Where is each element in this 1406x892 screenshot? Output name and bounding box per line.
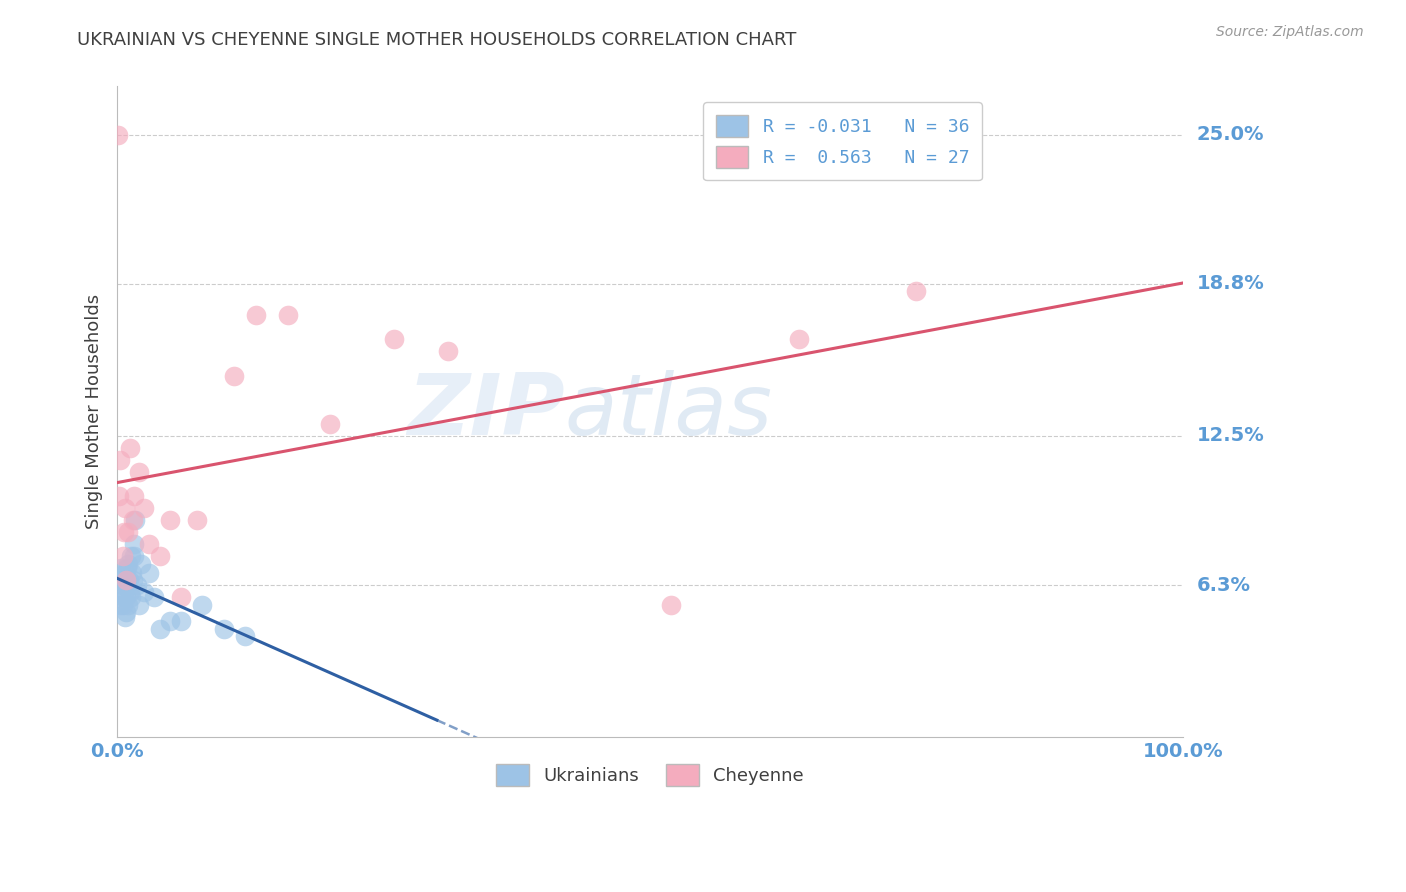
Point: [112, 591, 135, 605]
Point: [170, 591, 193, 605]
Point: [143, 591, 166, 605]
Point: [245, 308, 267, 322]
Point: [111, 598, 134, 612]
Point: [122, 537, 145, 551]
Text: atlas: atlas: [565, 370, 773, 453]
Point: [129, 557, 152, 571]
Point: [436, 344, 458, 359]
Point: [122, 489, 145, 503]
Point: [111, 549, 134, 564]
Point: [110, 453, 132, 467]
Point: [132, 585, 155, 599]
Legend: Ukrainians, Cheyenne: Ukrainians, Cheyenne: [489, 756, 811, 793]
Y-axis label: Single Mother Households: Single Mother Households: [86, 294, 103, 529]
Point: [159, 615, 181, 629]
Point: [114, 605, 136, 619]
Point: [117, 598, 139, 612]
Point: [118, 574, 141, 588]
Point: [120, 549, 142, 564]
Point: [128, 598, 150, 612]
Point: [277, 308, 299, 322]
Text: 25.0%: 25.0%: [1197, 125, 1264, 145]
Point: [110, 585, 132, 599]
Point: [170, 615, 193, 629]
Text: 6.3%: 6.3%: [1197, 575, 1251, 595]
Point: [138, 537, 160, 551]
Point: [128, 465, 150, 479]
Point: [114, 574, 136, 588]
Point: [124, 513, 146, 527]
Text: ZIP: ZIP: [408, 370, 565, 453]
Point: [121, 566, 143, 581]
Point: [138, 566, 160, 581]
Point: [191, 598, 214, 612]
Point: [117, 557, 139, 571]
Point: [127, 578, 149, 592]
Point: [212, 622, 235, 636]
Point: [319, 417, 342, 431]
Text: Source: ZipAtlas.com: Source: ZipAtlas.com: [1216, 25, 1364, 39]
Point: [115, 578, 138, 592]
Point: [107, 128, 129, 142]
Point: [114, 591, 136, 605]
Point: [149, 622, 172, 636]
Point: [118, 441, 141, 455]
Point: [112, 525, 135, 540]
Point: [118, 585, 141, 599]
Point: [115, 561, 138, 575]
Point: [132, 501, 155, 516]
Point: [122, 513, 145, 527]
Point: [108, 489, 131, 503]
Point: [108, 574, 131, 588]
Point: [122, 574, 145, 588]
Point: [159, 513, 181, 527]
Point: [382, 333, 405, 347]
Point: [120, 591, 142, 605]
Point: [149, 549, 172, 564]
Point: [905, 284, 928, 298]
Point: [122, 549, 145, 564]
Point: [114, 501, 136, 516]
Point: [114, 566, 136, 581]
Point: [787, 333, 810, 347]
Point: [233, 629, 256, 643]
Point: [659, 598, 682, 612]
Point: [224, 368, 246, 383]
Text: 18.8%: 18.8%: [1197, 275, 1264, 293]
Point: [110, 561, 132, 575]
Point: [186, 513, 208, 527]
Point: [114, 609, 136, 624]
Point: [111, 578, 134, 592]
Point: [110, 598, 132, 612]
Text: 12.5%: 12.5%: [1197, 426, 1264, 445]
Point: [117, 525, 139, 540]
Text: UKRAINIAN VS CHEYENNE SINGLE MOTHER HOUSEHOLDS CORRELATION CHART: UKRAINIAN VS CHEYENNE SINGLE MOTHER HOUS…: [77, 31, 797, 49]
